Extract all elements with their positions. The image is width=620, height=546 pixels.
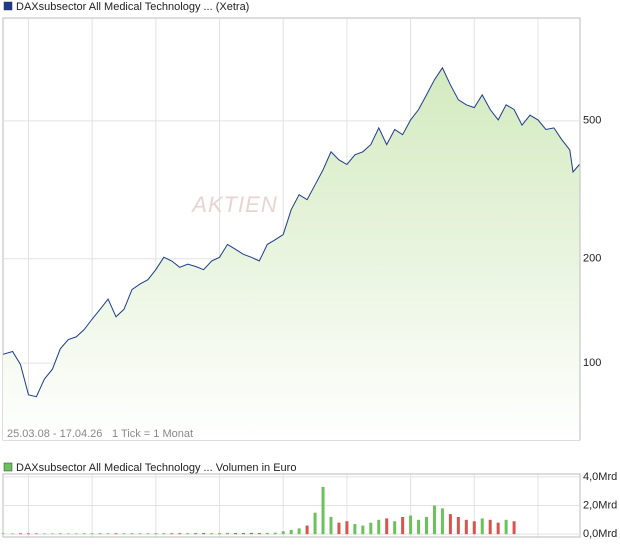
volume-bar bbox=[146, 533, 150, 535]
y-tick-label: 0,0Mrd bbox=[583, 528, 617, 540]
volume-bar bbox=[417, 519, 421, 535]
volume-bar bbox=[377, 519, 381, 535]
legend-swatch bbox=[3, 462, 13, 472]
volume-bar bbox=[432, 505, 436, 535]
volume-bar bbox=[170, 533, 174, 535]
volume-bar bbox=[353, 524, 357, 535]
volume-bar bbox=[305, 525, 309, 535]
volume-bar bbox=[26, 533, 30, 535]
volume-bar bbox=[297, 528, 301, 535]
area bbox=[3, 67, 580, 441]
plots: 1002005002009201120132015201720192021202… bbox=[1, 17, 617, 540]
volume-bar bbox=[409, 515, 413, 535]
volume-bar bbox=[233, 532, 237, 535]
volume-bar bbox=[114, 533, 118, 535]
volume-bar bbox=[218, 532, 222, 535]
volume-bar bbox=[138, 533, 142, 535]
volume-bar bbox=[472, 521, 476, 535]
y-tick-label: 200 bbox=[583, 253, 601, 265]
volume-bar bbox=[289, 529, 293, 535]
volume-bar bbox=[329, 516, 333, 535]
watermark: AKTIEN bbox=[190, 192, 277, 217]
volume-bar bbox=[1, 533, 5, 535]
volume-bar bbox=[186, 533, 190, 535]
volume-bar bbox=[504, 519, 508, 535]
volume-bar bbox=[265, 532, 269, 535]
volume-bar bbox=[249, 532, 253, 535]
volume-bar bbox=[50, 533, 54, 535]
volume-bar bbox=[162, 533, 166, 535]
volume-bar bbox=[313, 512, 317, 535]
volume-bar bbox=[393, 521, 397, 535]
y-tick-label: 100 bbox=[583, 357, 601, 369]
legend-swatch bbox=[3, 1, 13, 11]
volume-bar bbox=[90, 533, 94, 535]
price-line bbox=[2, 66, 580, 398]
volume-bar bbox=[512, 521, 516, 535]
volume-bar bbox=[42, 533, 46, 535]
volume-bar bbox=[488, 519, 492, 535]
volume-bar bbox=[58, 533, 62, 535]
volume-bar bbox=[337, 522, 341, 535]
volume-bar bbox=[194, 533, 198, 535]
volume-bar bbox=[19, 533, 23, 535]
volume-bar bbox=[496, 522, 500, 535]
chart-title: DAXsubsector All Medical Technology ... … bbox=[16, 1, 249, 13]
volume-bar bbox=[106, 533, 110, 535]
volume-bar bbox=[456, 516, 460, 535]
y-tick-label: 2,0Mrd bbox=[583, 499, 617, 511]
volume-bar bbox=[98, 533, 102, 535]
volume-bar bbox=[385, 518, 389, 535]
volume-bar bbox=[464, 519, 468, 535]
volume-bar bbox=[257, 532, 261, 535]
volume-bar bbox=[82, 533, 86, 535]
volume-bar bbox=[154, 533, 158, 535]
volume-bar bbox=[178, 533, 182, 535]
volume-bar bbox=[225, 532, 229, 535]
volume-title: DAXsubsector All Medical Technology ... … bbox=[16, 462, 296, 474]
volume-bar bbox=[345, 521, 349, 535]
volume-bar bbox=[122, 533, 126, 535]
volume-bar bbox=[66, 533, 70, 535]
range-note: 25.03.08 - 17.04.26 bbox=[7, 428, 102, 440]
volume-bar bbox=[130, 533, 134, 535]
y-tick-label: 500 bbox=[583, 115, 601, 127]
volume-bar bbox=[361, 525, 365, 535]
volume-bar bbox=[480, 518, 484, 535]
volume-bar bbox=[74, 533, 78, 535]
volume-bar bbox=[425, 516, 429, 535]
volume-bar bbox=[34, 533, 38, 535]
volume-bar bbox=[448, 514, 452, 535]
volume-bar bbox=[11, 533, 15, 535]
y-tick-label: 4,0Mrd bbox=[583, 471, 617, 483]
volume-bar bbox=[321, 486, 325, 535]
volume-bar bbox=[440, 508, 444, 535]
volume-bar bbox=[401, 516, 405, 535]
volume-bar bbox=[369, 522, 373, 535]
volume-bar bbox=[210, 533, 214, 535]
volume-bar bbox=[241, 532, 245, 535]
volume-bar bbox=[202, 532, 206, 535]
tick-note: 1 Tick = 1 Monat bbox=[112, 428, 193, 440]
volume-bar bbox=[273, 532, 277, 535]
volume-bar bbox=[281, 531, 285, 535]
